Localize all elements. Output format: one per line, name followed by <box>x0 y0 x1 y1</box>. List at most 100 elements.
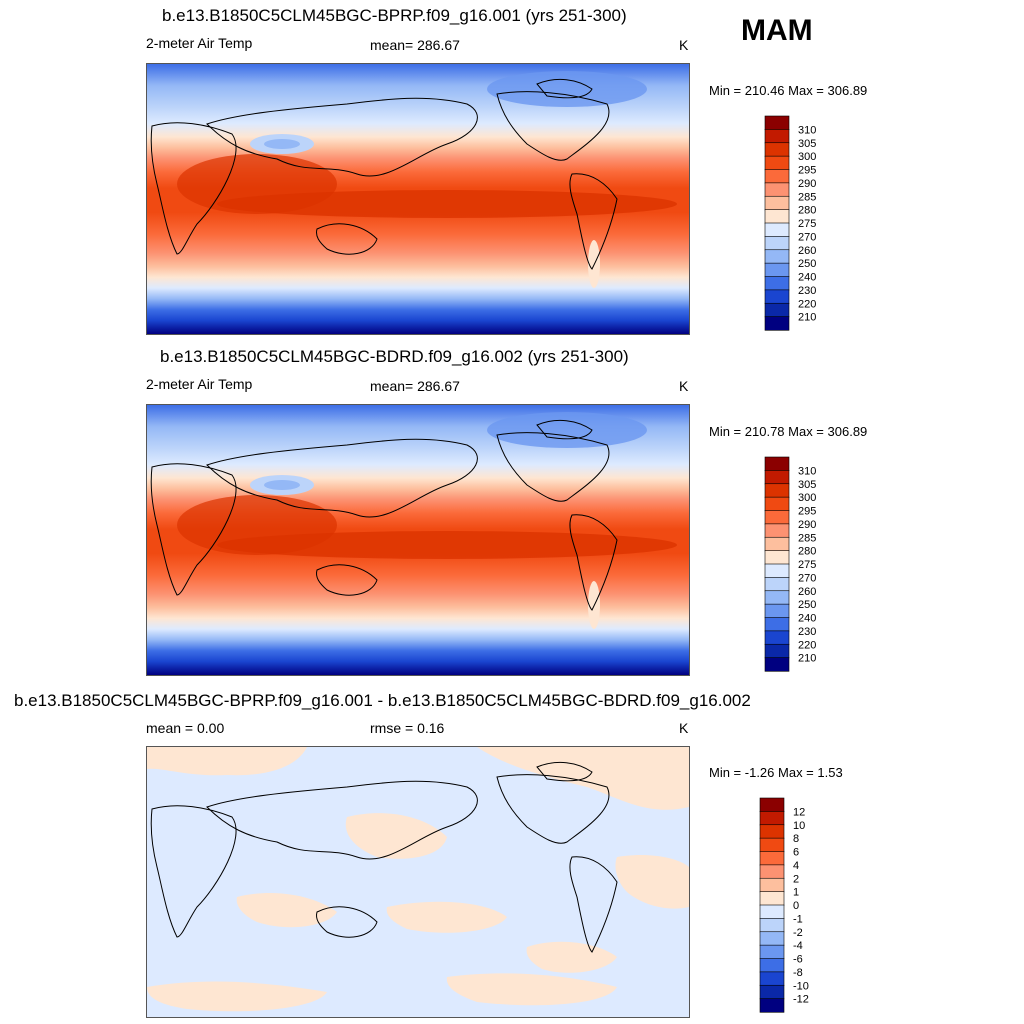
colorbar-tick-label: -2 <box>793 927 803 939</box>
colorbar-swatch <box>764 603 790 619</box>
colorbar-tick-label: 305 <box>798 138 816 150</box>
colorbar-tick-label: 290 <box>798 178 816 190</box>
panel-1-colorbar: 310 305 300 295 290 285 280 275 270 260 250 240 230 2… <box>764 115 825 331</box>
colorbar-swatch <box>764 510 790 525</box>
colorbar-swatch <box>764 276 790 291</box>
colorbar-tick-label: 270 <box>798 231 816 243</box>
colorbar-tick-label: -12 <box>793 994 809 1006</box>
colorbar-tick-label: 290 <box>798 519 816 531</box>
colorbar-swatch <box>764 456 790 471</box>
colorbar-tick-label: -8 <box>793 967 803 979</box>
colorbar-swatch <box>764 195 790 211</box>
colorbar-swatch <box>759 958 785 973</box>
panel-2-title: b.e13.B1850C5CLM45BGC-BDRD.f09_g16.002 (… <box>160 347 629 366</box>
panel-3-mean: mean = 0.00 <box>146 720 225 736</box>
colorbar-tick-label: 285 <box>798 532 816 544</box>
colorbar-tick-label: 8 <box>793 833 799 845</box>
panel-1-units: K <box>679 37 689 53</box>
colorbar-swatch <box>764 563 790 578</box>
colorbar-tick-label: 230 <box>798 285 816 297</box>
colorbar-tick-label: -1 <box>793 913 803 925</box>
colorbar-tick-label: 220 <box>798 639 816 651</box>
colorbar-tick-label: 310 <box>798 465 816 477</box>
colorbar-swatch <box>764 115 790 130</box>
colorbar-swatch <box>759 877 785 893</box>
colorbar-swatch <box>759 824 785 839</box>
panel-3-minmax: Min = -1.26 Max = 1.53 <box>709 765 843 780</box>
colorbar-tick-label: 12 <box>793 806 805 818</box>
colorbar-tick-label: 280 <box>798 205 816 217</box>
colorbar-tick-label: 0 <box>793 900 799 912</box>
panel-2-minmax: Min = 210.78 Max = 306.89 <box>709 424 868 439</box>
colorbar-swatch <box>759 998 785 1013</box>
colorbar-swatch <box>764 496 790 512</box>
colorbar-tick-label: 240 <box>798 613 816 625</box>
colorbar-swatch <box>764 222 790 237</box>
panel-3-units: K <box>679 720 689 736</box>
colorbar-swatch <box>764 236 790 251</box>
panel-2-mean: mean= 286.67 <box>370 378 460 394</box>
colorbar-tick-label: 305 <box>798 479 816 491</box>
colorbar-tick-label: 10 <box>793 820 805 832</box>
colorbar-swatch <box>764 483 790 498</box>
colorbar-swatch <box>764 630 790 645</box>
colorbar-swatch <box>764 289 790 304</box>
colorbar-swatch <box>759 797 785 812</box>
colorbar-swatch <box>764 657 790 672</box>
colorbar-tick-label: -6 <box>793 954 803 966</box>
colorbar-swatch <box>759 851 785 866</box>
colorbar-tick-label: 295 <box>798 165 816 177</box>
colorbar-tick-label: 275 <box>798 218 816 230</box>
colorbar-tick-label: 270 <box>798 572 816 584</box>
colorbar-swatch <box>764 182 790 197</box>
colorbar-tick-label: 300 <box>798 151 816 163</box>
colorbar-tick-label: 260 <box>798 245 816 257</box>
colorbar-tick-label: 310 <box>798 124 816 136</box>
colorbar-swatch <box>764 617 790 632</box>
panel-3-map <box>146 746 690 1018</box>
colorbar-swatch <box>764 209 790 224</box>
colorbar-swatch <box>759 918 785 933</box>
colorbar-tick-label: 240 <box>798 272 816 284</box>
colorbar-tick-label: 4 <box>793 860 799 872</box>
colorbar-swatch <box>759 971 785 986</box>
colorbar-swatch <box>764 523 790 538</box>
colorbar-tick-label: -4 <box>793 940 803 952</box>
colorbar-tick-label: 285 <box>798 191 816 203</box>
colorbar-swatch <box>764 643 790 659</box>
colorbar-swatch <box>764 590 790 605</box>
colorbar-swatch <box>764 142 790 157</box>
colorbar-swatch <box>764 316 790 331</box>
colorbar-tick-label: 250 <box>798 599 816 611</box>
panel-2-units: K <box>679 378 689 394</box>
panel-1-minmax: Min = 210.46 Max = 306.89 <box>709 83 868 98</box>
colorbar-tick-label: 295 <box>798 506 816 518</box>
panel-2-colorbar: 310 305 300 295 290 285 280 275 270 260 250 240 230 2… <box>764 456 825 672</box>
colorbar-tick-label: 210 <box>798 653 816 665</box>
panel-1-title: b.e13.B1850C5CLM45BGC-BPRP.f09_g16.001 (… <box>162 6 627 25</box>
colorbar-tick-label: 300 <box>798 492 816 504</box>
colorbar-swatch <box>759 864 785 879</box>
colorbar-tick-label: 220 <box>798 298 816 310</box>
colorbar-swatch <box>764 302 790 318</box>
colorbar-swatch <box>764 249 790 264</box>
colorbar-swatch <box>759 837 785 853</box>
colorbar-swatch <box>759 984 785 1000</box>
colorbar-swatch <box>764 129 790 144</box>
colorbar-tick-label: 2 <box>793 873 799 885</box>
colorbar-swatch <box>759 904 785 919</box>
colorbar-swatch <box>764 169 790 184</box>
colorbar-swatch <box>759 931 785 946</box>
colorbar-tick-label: 1 <box>793 887 799 899</box>
panel-3-title: b.e13.B1850C5CLM45BGC-BPRP.f09_g16.001 -… <box>14 691 751 710</box>
colorbar-tick-label: 250 <box>798 258 816 270</box>
colorbar-swatch <box>764 577 790 592</box>
colorbar-tick-label: 275 <box>798 559 816 571</box>
panel-3-colorbar: 12 10 8 6 4 2 1 0 -1 -2 -4 -6 -8 -10 -12 <box>759 797 820 1013</box>
colorbar-tick-label: 210 <box>798 312 816 324</box>
colorbar-swatch <box>764 262 790 278</box>
colorbar-swatch <box>764 155 790 171</box>
colorbar-swatch <box>759 944 785 960</box>
season-label: MAM <box>741 14 813 47</box>
panel-1-variable-label: 2-meter Air Temp <box>146 35 253 51</box>
